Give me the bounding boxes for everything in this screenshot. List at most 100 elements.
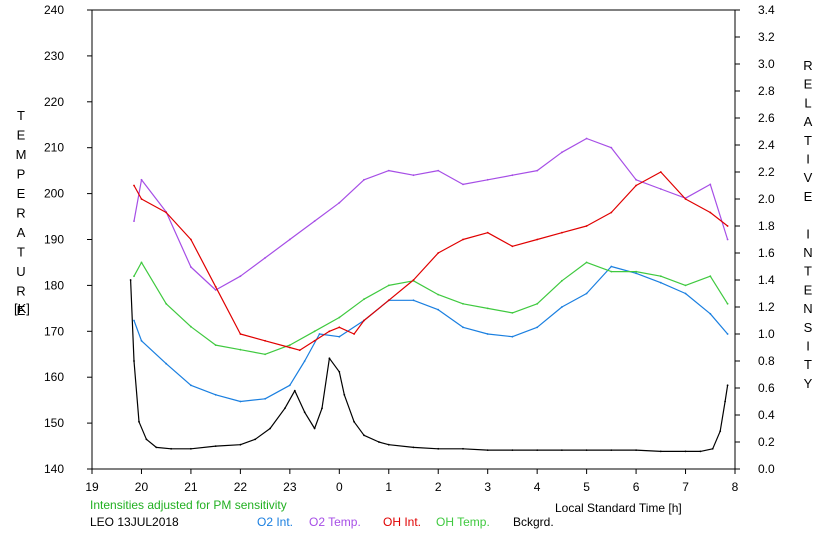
series-point <box>711 447 714 450</box>
right-tick-label: 2.6 <box>758 111 775 125</box>
series-point <box>462 238 464 241</box>
x-tick-label: 21 <box>184 480 198 494</box>
series-point <box>659 281 662 284</box>
station-date: LEO 13JUL2018 <box>90 515 179 529</box>
series-point <box>190 266 192 268</box>
series-point <box>303 360 306 362</box>
right-axis-label-letter: S <box>804 320 813 335</box>
right-tick-label: 1.4 <box>758 273 775 287</box>
series-point <box>338 370 341 373</box>
series-point <box>239 275 242 278</box>
series-point <box>338 316 341 319</box>
series-point <box>709 312 712 315</box>
left-axis-label-letter: T <box>17 245 25 260</box>
series-point <box>635 184 637 187</box>
series-point <box>659 275 662 278</box>
right-tick-label: 2.8 <box>758 84 775 98</box>
right-axis-label-letter: V <box>804 170 813 185</box>
right-tick-label: 0.2 <box>758 435 775 449</box>
series-point <box>338 335 341 338</box>
series-point <box>437 169 440 172</box>
x-tick-label: 22 <box>234 480 248 494</box>
right-axis-label-letter: T <box>804 357 812 372</box>
right-axis-label-letter: A <box>804 114 813 129</box>
series-point <box>165 362 168 365</box>
series-point <box>133 360 135 362</box>
series-point <box>303 411 306 414</box>
series-point <box>726 238 729 241</box>
series-point <box>214 344 217 346</box>
series-point <box>133 275 135 278</box>
left-tick-label: 140 <box>44 462 64 476</box>
left-axis-label-letter: P <box>17 167 26 182</box>
series-point <box>412 174 415 177</box>
series-point <box>719 430 722 433</box>
series-point <box>635 178 637 181</box>
right-tick-label: 1.0 <box>758 327 775 341</box>
series-point <box>724 400 726 403</box>
series-point <box>239 400 242 403</box>
series-point <box>190 325 192 328</box>
series-point <box>133 220 135 223</box>
series-point <box>140 178 143 181</box>
series-point <box>610 146 613 149</box>
series-point <box>585 261 588 264</box>
series-point <box>133 319 135 322</box>
series-point <box>378 441 380 443</box>
left-axis-label-letter: T <box>17 108 25 123</box>
series-point <box>140 339 143 342</box>
plot-frame <box>91 9 736 470</box>
series-point <box>486 449 489 451</box>
left-axis-label-letter: M <box>16 147 27 162</box>
series-point <box>387 443 390 446</box>
series-point <box>610 211 613 214</box>
series-point <box>585 225 588 227</box>
x-tick-label: 1 <box>385 480 392 494</box>
series-point <box>635 272 637 275</box>
series-point <box>165 302 168 305</box>
left-axis-label-letter: A <box>17 225 26 240</box>
right-tick-label: 0.6 <box>758 381 775 395</box>
series-point <box>288 346 291 349</box>
left-tick-label: 170 <box>44 324 64 338</box>
x-tick-label: 20 <box>135 480 149 494</box>
series-point <box>561 279 563 282</box>
series-point <box>363 178 365 181</box>
series-line-oh-int <box>133 171 728 351</box>
series-point <box>138 420 140 423</box>
series-point <box>536 449 539 451</box>
series-point <box>536 169 539 172</box>
right-axis-label-letter: T <box>804 264 812 279</box>
left-tick-label: 210 <box>44 141 64 155</box>
right-tick-label: 0.0 <box>758 462 775 476</box>
series-point <box>363 434 365 437</box>
series-point <box>269 427 271 430</box>
series-point <box>659 188 662 190</box>
series-point <box>264 339 266 342</box>
series-point <box>709 275 712 278</box>
series-point <box>214 285 217 288</box>
series-point <box>585 449 588 451</box>
right-axis-label-letter: E <box>804 189 813 204</box>
left-axis-unit: [K] <box>14 301 30 316</box>
series-line-oh-temp <box>133 261 729 355</box>
series-point <box>170 447 173 450</box>
right-tick-label: 2.4 <box>758 138 775 152</box>
series-point <box>338 326 341 329</box>
series-point <box>462 302 464 305</box>
series-point <box>412 299 415 302</box>
legend-item: OH Int. <box>383 515 421 529</box>
series-point <box>288 238 291 241</box>
x-tick-label: 8 <box>732 480 739 494</box>
series-point <box>298 349 301 352</box>
series-point <box>313 339 316 342</box>
left-axis-label-letter: R <box>16 284 25 299</box>
left-axis-label-letter: E <box>17 303 26 318</box>
right-axis-label-letter: N <box>803 245 812 260</box>
right-axis-label-letter: R <box>803 58 812 73</box>
series-point <box>536 302 539 305</box>
right-axis-label-letter: N <box>803 301 812 316</box>
legend-item: O2 Int. <box>257 515 293 529</box>
series-point <box>486 178 489 181</box>
